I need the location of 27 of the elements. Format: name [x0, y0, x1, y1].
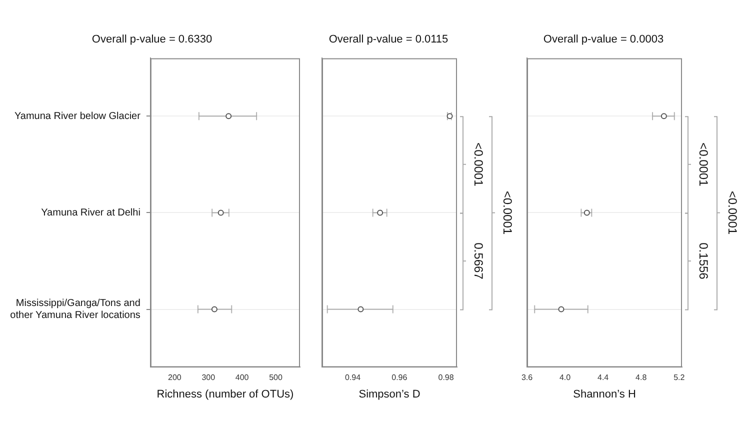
- x-tick-label: 400: [235, 373, 250, 382]
- text: <0.0001: [472, 142, 486, 187]
- x-tick-label: 3.6: [521, 373, 534, 382]
- y-tick-label: Mississippi/Ganga/Tons and other Yamuna River locations: [10, 298, 140, 322]
- x-tick-label: 500: [269, 373, 283, 382]
- x-axis-title: Simpson’s D: [358, 388, 420, 400]
- text: <0.0001: [726, 190, 740, 235]
- x-tick-label: 0.96: [392, 373, 408, 382]
- text: 0.5667: [472, 242, 486, 280]
- x-tick-label: 4.4: [598, 373, 610, 382]
- text: <0.0001: [500, 190, 515, 235]
- x-tick-label: 5.2: [674, 373, 686, 382]
- text: <0.0001: [696, 142, 711, 187]
- x-tick-label: 4.0: [559, 373, 572, 382]
- chart-title: Overall p-value = 0.6330: [92, 34, 212, 46]
- x-axis-title: Shannon’s H: [573, 388, 636, 400]
- x-tick-label: 0.98: [438, 373, 454, 382]
- x-tick-label: 200: [168, 373, 182, 382]
- x-axis-title: Richness (number of OTUs): [156, 388, 294, 400]
- text: 0.1556: [696, 242, 711, 280]
- y-tick-label: Yamuna River below Glacier: [14, 110, 142, 122]
- chart-title: Overall p-value = 0.0003: [543, 34, 664, 46]
- x-tick-label: 0.94: [344, 373, 362, 382]
- y-tick-label: Yamuna River at Delhi: [41, 207, 140, 218]
- chart-title: Overall p-value = 0.0115: [328, 34, 448, 46]
- x-tick-label: 4.8: [636, 373, 648, 382]
- x-tick-label: 300: [202, 373, 216, 382]
